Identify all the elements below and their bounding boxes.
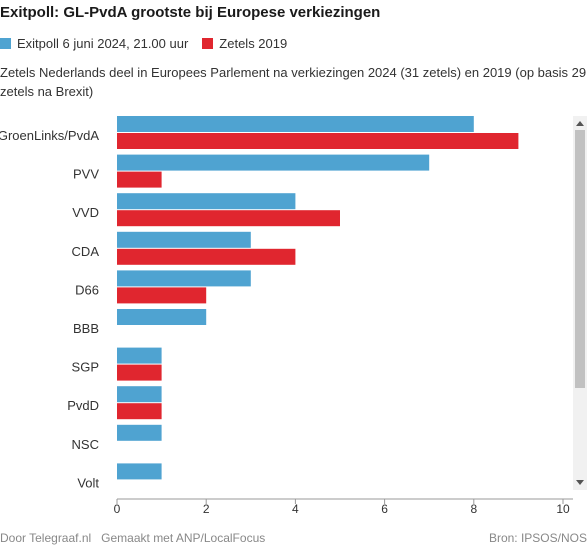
- x-tick-label: 0: [114, 502, 121, 516]
- scrollbar-thumb[interactable]: [575, 130, 585, 388]
- bar-zetels-2019[interactable]: [117, 210, 340, 227]
- bar-zetels-2019[interactable]: [117, 171, 162, 188]
- bar-exitpoll[interactable]: [117, 424, 162, 441]
- x-tick-label: 6: [381, 502, 388, 516]
- bar-zetels-2019[interactable]: [117, 133, 519, 149]
- category-label: PVV: [73, 167, 99, 182]
- category-label: BBB: [73, 321, 99, 336]
- legend-swatch-exitpoll: [0, 38, 11, 49]
- vertical-scrollbar[interactable]: [573, 116, 587, 490]
- category-label: D66: [75, 282, 99, 297]
- legend: Exitpoll 6 juni 2024, 21.00 uur Zetels 2…: [0, 36, 301, 51]
- x-tick-label: 8: [470, 502, 477, 516]
- bar-exitpoll[interactable]: [117, 309, 207, 325]
- footer-credits: Door Telegraaf.nl Gemaakt met ANP/LocalF…: [0, 531, 266, 545]
- bar-zetels-2019[interactable]: [117, 364, 162, 381]
- bar-zetels-2019[interactable]: [117, 287, 207, 304]
- category-label: NSC: [72, 437, 99, 452]
- legend-swatch-zetels-2019: [202, 38, 214, 49]
- x-tick-label: 2: [203, 502, 210, 516]
- category-label: CDA: [72, 244, 100, 259]
- legend-item-exitpoll[interactable]: Exitpoll 6 juni 2024, 21.00 uur: [0, 36, 188, 51]
- bar-exitpoll[interactable]: [117, 463, 162, 480]
- x-tick-label: 4: [292, 502, 299, 516]
- category-label: Volt: [77, 475, 99, 490]
- legend-label-exitpoll: Exitpoll 6 juni 2024, 21.00 uur: [17, 36, 189, 51]
- scroll-down-arrow-icon[interactable]: [576, 480, 584, 485]
- bar-exitpoll[interactable]: [117, 116, 474, 132]
- bar-exitpoll[interactable]: [117, 154, 430, 171]
- legend-item-zetels-2019[interactable]: Zetels 2019: [202, 36, 287, 51]
- chart-subtitle: Zetels Nederlands deel in Europees Parle…: [0, 65, 587, 99]
- category-label: PvdD: [67, 398, 99, 413]
- bar-exitpoll[interactable]: [117, 231, 251, 248]
- bar-exitpoll[interactable]: [117, 347, 162, 364]
- bar-exitpoll[interactable]: [117, 193, 296, 210]
- chart-title: Exitpoll: GL-PvdA grootste bij Europese …: [0, 4, 381, 21]
- bar-zetels-2019[interactable]: [117, 403, 162, 420]
- scroll-up-arrow-icon[interactable]: [576, 121, 584, 126]
- legend-label-zetels-2019: Zetels 2019: [219, 36, 288, 51]
- footer-source: Bron: IPSOS/NOS: [488, 531, 587, 545]
- category-label: GroenLinks/PvdA: [0, 128, 99, 143]
- bar-exitpoll[interactable]: [117, 270, 251, 287]
- category-label: VVD: [72, 205, 99, 220]
- bar-exitpoll[interactable]: [117, 386, 162, 403]
- category-label: SGP: [72, 360, 99, 375]
- bar-zetels-2019[interactable]: [117, 248, 296, 265]
- x-tick-label: 10: [556, 502, 570, 516]
